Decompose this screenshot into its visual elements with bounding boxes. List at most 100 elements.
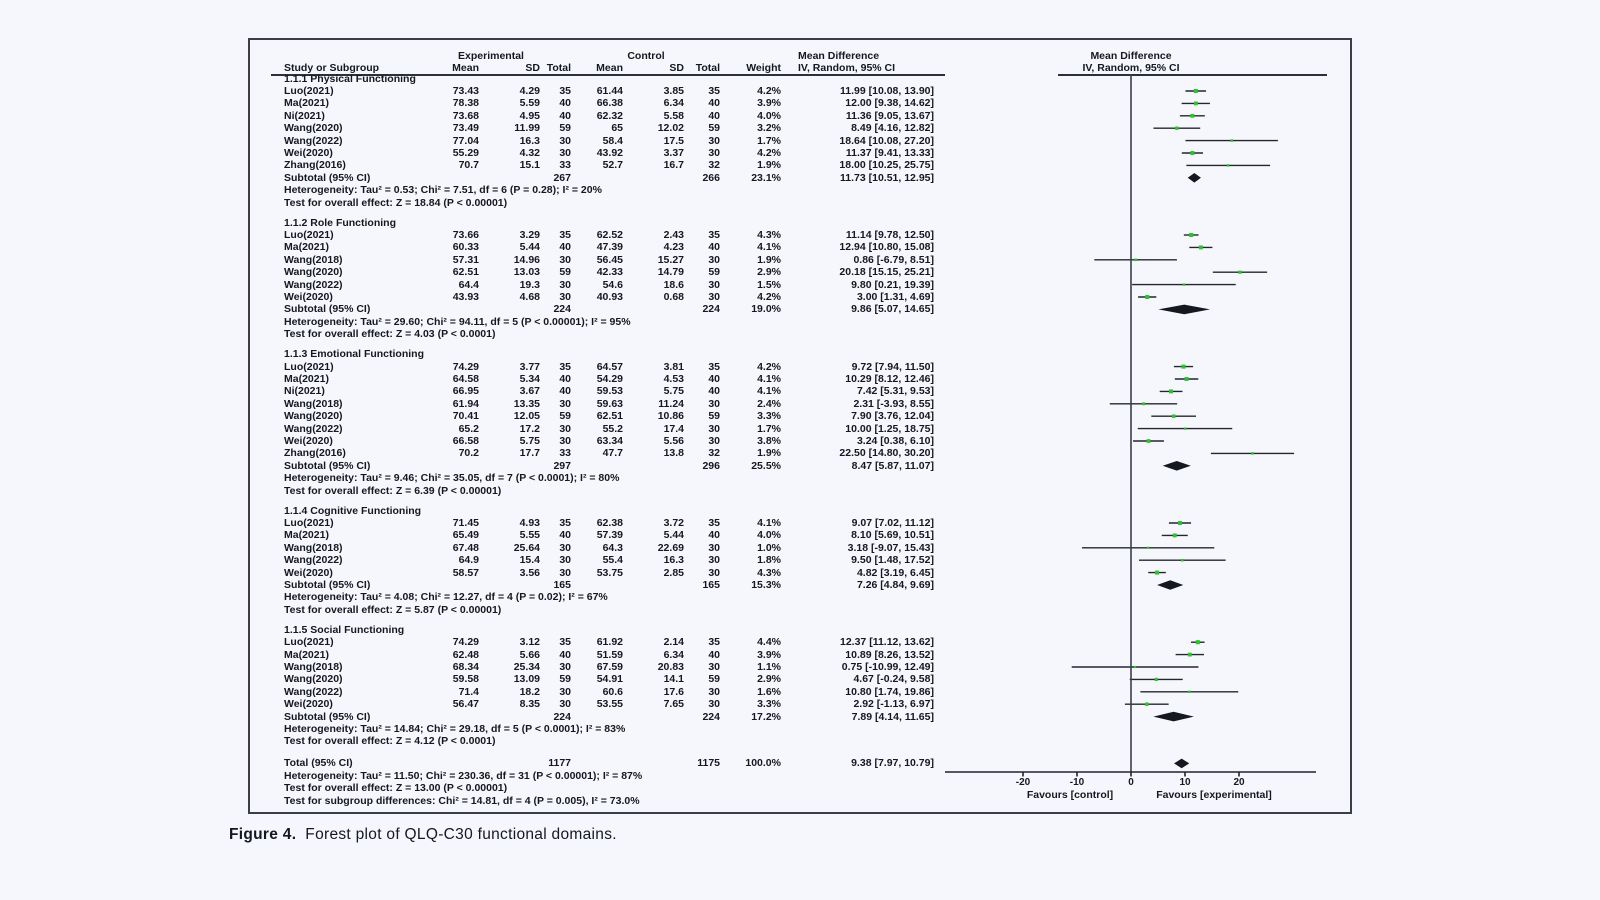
weight: 3.3% [757, 410, 781, 423]
subtotal-total-control: 224 [702, 303, 720, 316]
sd-control: 17.4 [663, 422, 684, 435]
point-estimate-marker [1133, 665, 1137, 669]
sd-control: 16.3 [663, 554, 684, 567]
total-experimental: 30 [559, 661, 571, 673]
column-study-or-subgroup: Study or Subgroup [284, 62, 380, 74]
point-estimate-marker [1181, 364, 1186, 369]
total-experimental: 30 [559, 147, 571, 159]
weight: 4.0% [757, 529, 781, 542]
sd-experimental: 5.44 [519, 241, 540, 254]
sd-control: 7.65 [663, 698, 684, 711]
mean-control: 57.39 [596, 529, 623, 542]
section-header: 1.1.5 Social Functioning [284, 623, 405, 636]
study-name: Wei(2020) [284, 291, 333, 303]
mean-experimental: 74.29 [452, 360, 479, 373]
study-name: Luo(2021) [284, 517, 334, 529]
mean-difference-ci: 11.99 [10.08, 13.90] [840, 85, 934, 97]
mean-experimental: 70.41 [452, 410, 479, 423]
subtotal-mean-difference-ci: 8.47 [5.87, 11.07] [851, 459, 934, 472]
heterogeneity-note: Heterogeneity: Tau² = 14.84; Chi² = 29.1… [284, 723, 626, 735]
mean-difference-ci: 10.89 [8.26, 13.52] [845, 648, 934, 661]
point-estimate-marker [1193, 101, 1198, 106]
section-header: 1.1.3 Emotional Functioning [284, 348, 425, 361]
total-experimental: 35 [559, 229, 571, 241]
mean-experimental: 73.68 [452, 109, 479, 122]
total-control: 40 [708, 529, 720, 542]
study-name: Ma(2021) [284, 648, 329, 661]
total-control: 32 [708, 447, 720, 460]
mean-control: 62.32 [596, 109, 623, 122]
weight: 3.8% [757, 435, 781, 447]
subtotal-mean-difference-ci: 9.86 [5.07, 14.65] [851, 303, 934, 316]
point-estimate-marker [1172, 533, 1177, 538]
total-total-control: 1175 [697, 757, 720, 770]
mean-difference-ci: 9.72 [7.94, 11.50] [851, 360, 934, 373]
total-control: 30 [708, 566, 720, 579]
total-control: 30 [708, 541, 720, 554]
mean-control: 56.45 [596, 253, 623, 266]
weight: 4.2% [757, 147, 781, 159]
study-name: Wang(2018) [284, 397, 343, 410]
total-mean-difference-ci: 9.38 [7.97, 10.79] [851, 757, 934, 770]
subtotal-mean-difference-ci: 7.26 [4.84, 9.69] [856, 579, 934, 591]
sd-experimental: 14.96 [513, 253, 540, 266]
total-experimental: 59 [559, 266, 571, 279]
mean-difference-ci: 12.37 [11.12, 13.62] [840, 636, 934, 649]
weight: 4.1% [757, 373, 781, 385]
figure-caption: Figure 4. Forest plot of QLQ-C30 function… [229, 826, 617, 844]
mean-experimental: 78.38 [452, 97, 479, 110]
column-group-control: Control [627, 50, 665, 62]
total-control: 30 [708, 278, 720, 291]
axis-tick-label: 10 [1179, 777, 1191, 788]
forest-plot-panel: Experimental Control Study or Subgroup M… [248, 38, 1352, 814]
point-estimate-marker [1134, 258, 1137, 262]
point-estimate-marker [1230, 139, 1233, 142]
weight: 4.1% [757, 517, 781, 529]
mean-control: 54.29 [596, 373, 623, 385]
weight: 1.7% [757, 422, 781, 435]
subtotal-total-experimental: 297 [553, 459, 571, 472]
mean-experimental: 74.29 [452, 636, 479, 649]
sd-control: 3.37 [663, 147, 684, 159]
study-name: Zhang(2016) [284, 159, 346, 172]
mean-experimental: 73.43 [452, 85, 479, 97]
point-estimate-marker [1184, 377, 1189, 381]
total-control: 35 [708, 229, 720, 241]
sd-control: 5.58 [663, 109, 684, 122]
point-estimate-marker [1195, 640, 1200, 645]
mean-difference-ci: 0.75 [-10.99, 12.49] [841, 661, 934, 673]
weight: 1.8% [757, 554, 781, 567]
mean-experimental: 71.45 [452, 517, 479, 529]
total-control: 59 [708, 410, 720, 423]
mean-difference-ci: 3.18 [-9.07, 15.43] [847, 541, 934, 554]
weight: 3.2% [757, 122, 781, 135]
total-experimental: 40 [559, 241, 571, 254]
mean-experimental: 67.48 [452, 541, 479, 554]
total-control: 35 [708, 360, 720, 373]
mean-control: 59.53 [596, 385, 623, 398]
total-control: 30 [708, 291, 720, 303]
subtotal-diamond [1158, 304, 1211, 315]
subtotal-label: Subtotal (95% CI) [284, 303, 371, 316]
mean-difference-ci: 9.50 [1.48, 17.52] [851, 554, 934, 567]
sd-control: 2.43 [663, 229, 684, 241]
plot-header-mean-difference-line2: IV, Random, 95% CI [1082, 62, 1180, 74]
point-estimate-marker [1154, 570, 1160, 575]
study-name: Wei(2020) [284, 698, 333, 711]
mean-experimental: 60.33 [452, 241, 479, 254]
sd-experimental: 3.67 [519, 385, 540, 398]
sd-control: 5.75 [663, 385, 684, 398]
subtotal-total-control: 165 [702, 579, 720, 591]
total-experimental: 33 [559, 447, 571, 460]
subtotal-total-control: 296 [702, 459, 720, 472]
point-estimate-marker [1169, 389, 1174, 394]
weight: 4.2% [757, 85, 781, 97]
subtotal-weight: 25.5% [751, 459, 781, 472]
total-experimental: 40 [559, 109, 571, 122]
total-control: 59 [708, 122, 720, 135]
study-name: Luo(2021) [284, 360, 334, 373]
point-estimate-marker [1146, 439, 1151, 443]
sd-experimental: 3.56 [519, 566, 540, 579]
weight: 4.2% [757, 360, 781, 373]
total-experimental: 30 [559, 278, 571, 291]
